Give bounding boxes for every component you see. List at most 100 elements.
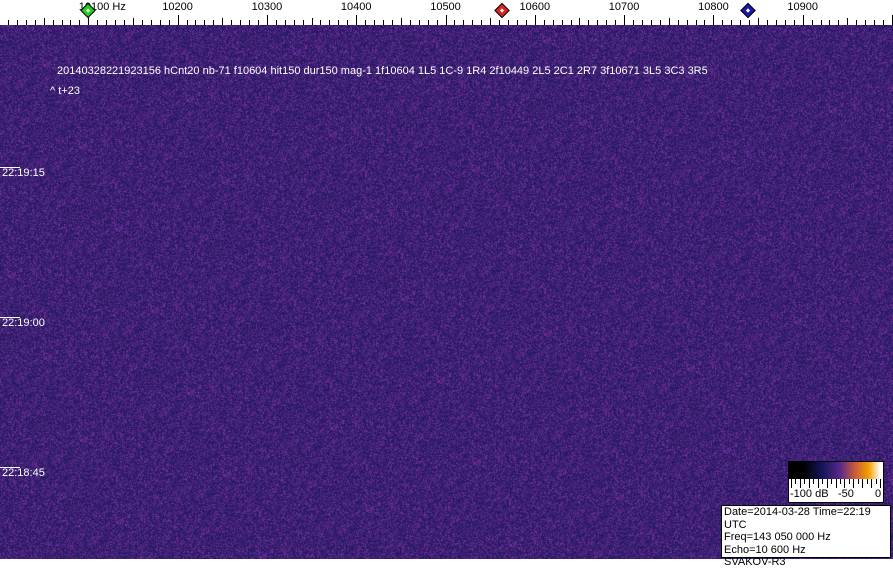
info-station: SVAKOV-R3 [724, 556, 786, 568]
axis-tick [195, 20, 197, 25]
axis-tick [204, 20, 206, 25]
axis-tick [16, 20, 18, 25]
colorbar-tick [848, 479, 850, 484]
axis-tick [427, 20, 429, 25]
axis-tick [106, 20, 108, 25]
axis-tick [231, 20, 233, 25]
axis-tick [588, 20, 590, 25]
axis-tick [418, 20, 420, 25]
axis-tick [240, 20, 242, 25]
axis-tick [168, 20, 170, 25]
axis-tick [597, 20, 599, 25]
colorbar-tick [835, 479, 837, 488]
axis-tick [52, 20, 54, 25]
axis-tick-label: 10200 [162, 1, 193, 13]
axis-tick [115, 20, 117, 25]
axis-tick [293, 20, 295, 25]
axis-tick [615, 20, 617, 25]
colorbar-tick [817, 479, 819, 488]
blue-marker-icon[interactable] [740, 2, 756, 19]
axis-tick [43, 18, 45, 25]
axis-tick [668, 18, 670, 25]
axis-tick [150, 20, 152, 25]
axis-tick [722, 20, 724, 25]
axis-tick [731, 20, 733, 25]
colorbar-tick [857, 479, 859, 484]
colorbar-tick [799, 479, 801, 488]
info-echo: Echo=10 600 Hz [724, 543, 806, 556]
waterfall-spectrogram[interactable] [0, 25, 893, 559]
info-frequency: Freq=143 050 000 Hz [724, 531, 831, 543]
axis-tick [606, 20, 608, 25]
time-marker-line [0, 167, 20, 168]
axis-tick-label: 10600 [519, 1, 551, 13]
axis-tick [552, 20, 554, 25]
color-scale-ticks [789, 479, 883, 489]
axis-tick [516, 20, 518, 25]
axis-tick [820, 20, 822, 25]
axis-tick [177, 15, 179, 25]
axis-tick [213, 20, 215, 25]
axis-tick [641, 20, 643, 25]
colorbar-tick [813, 479, 815, 484]
axis-tick [740, 20, 742, 25]
axis-tick [775, 20, 777, 25]
axis-tick [749, 20, 751, 25]
axis-tick-label: 10900 [787, 1, 818, 13]
axis-tick [356, 15, 358, 25]
red-marker-icon[interactable] [493, 2, 510, 19]
axis-tick [391, 20, 393, 25]
axis-tick [79, 20, 81, 25]
axis-tick-label: 10800 [698, 1, 729, 13]
time-label: 22:19:15 [2, 167, 45, 179]
colorbar-label: 0 [875, 488, 882, 500]
axis-tick [311, 18, 313, 25]
axis-tick [275, 20, 277, 25]
axis-tick [382, 20, 384, 25]
axis-tick [186, 20, 188, 25]
axis-tick [409, 20, 411, 25]
axis-tick-label: 10300 [251, 1, 283, 13]
axis-tick [70, 20, 72, 25]
axis-tick [124, 20, 126, 25]
axis-tick [508, 20, 509, 25]
colorbar-tick [822, 479, 824, 484]
colorbar-label: -100 dB [790, 488, 829, 500]
axis-tick [865, 20, 867, 25]
axis-tick [436, 20, 438, 25]
axis-tick [766, 20, 768, 25]
axis-tick [633, 20, 635, 25]
axis-tick [802, 15, 804, 25]
axis-tick [525, 20, 527, 25]
axis-tick [34, 20, 36, 25]
axis-tick [856, 20, 858, 25]
axis-tick [445, 15, 447, 25]
axis-tick [624, 15, 626, 25]
axis-tick [257, 20, 259, 25]
axis-tick [25, 20, 27, 25]
colorbar-tick [866, 479, 868, 484]
colorbar-tick [844, 479, 846, 488]
axis-tick [454, 20, 456, 25]
axis-tick [686, 20, 688, 25]
color-gradient [789, 462, 883, 479]
axis-tick [463, 20, 465, 25]
axis-tick [266, 15, 268, 25]
frequency-axis: 10100 Hz 10200 10300 10400 10500 10600 10700 10… [0, 0, 893, 25]
axis-tick [838, 20, 840, 25]
axis-tick [543, 20, 545, 25]
axis-tick [811, 20, 813, 25]
axis-tick [829, 20, 831, 25]
colorbar-tick [862, 479, 864, 488]
axis-tick [159, 20, 161, 25]
detection-annotation: 20140328221923156 hCnt20 nb-71 f10604 hi… [57, 65, 708, 77]
colorbar-tick [880, 479, 881, 488]
axis-tick [302, 20, 304, 25]
axis-tick [481, 20, 483, 25]
axis-tick [88, 15, 90, 25]
time-marker-line [0, 317, 20, 318]
colorbar-tick [831, 479, 833, 484]
axis-tick [329, 20, 331, 25]
axis-tick [7, 20, 9, 25]
axis-tick [784, 20, 786, 25]
